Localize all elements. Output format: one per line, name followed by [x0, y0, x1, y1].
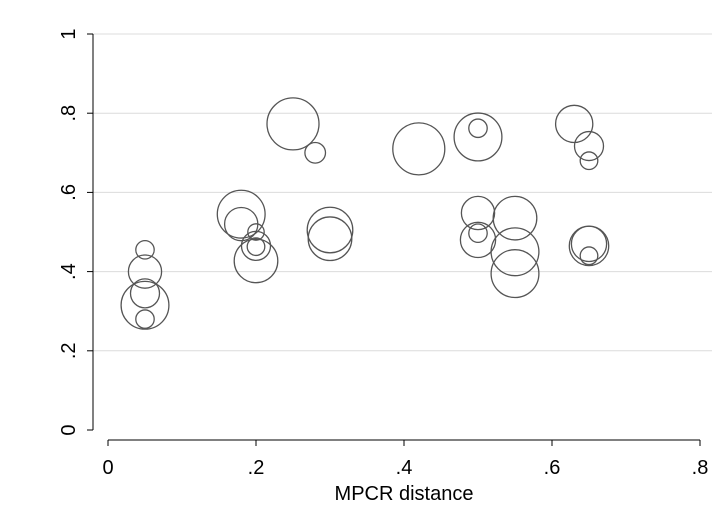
data-point-5: [216, 189, 266, 239]
data-point-8: [240, 230, 272, 262]
data-point-27: [570, 225, 608, 263]
data-point-3: [120, 280, 170, 330]
data-point-0: [135, 239, 155, 260]
data-point-23: [490, 249, 540, 299]
data-point-10: [233, 238, 279, 284]
data-point-7: [247, 223, 265, 241]
y-tick-label-0: 0: [58, 424, 80, 435]
data-point-11: [266, 97, 320, 151]
y-tick-label-4: .8: [58, 105, 80, 122]
y-tick-label-1: .2: [58, 342, 80, 359]
points-layer: [120, 97, 610, 330]
axis-layer: [87, 33, 701, 446]
data-point-25: [573, 130, 605, 162]
y-tick-label-3: .6: [58, 184, 80, 201]
x-axis-title: MPCR distance: [335, 483, 474, 505]
data-point-9: [246, 237, 266, 257]
data-point-16: [468, 118, 488, 139]
data-point-18: [460, 195, 496, 231]
data-point-26: [579, 151, 599, 171]
y-tick-label-2: .4: [58, 263, 80, 280]
data-point-17: [453, 112, 503, 162]
data-point-1: [127, 254, 163, 289]
x-tick-label-0: 0: [102, 457, 113, 479]
data-point-15: [392, 122, 446, 176]
data-point-20: [459, 221, 497, 259]
label-layer: MPCR distance 0 .2 .4 .6 .8 1 0 .2 .4 .6 .8: [58, 28, 708, 505]
x-tick-label-1: .2: [248, 457, 265, 479]
data-point-22: [490, 227, 540, 277]
x-tick-label-4: .8: [692, 457, 709, 479]
data-point-13: [306, 206, 354, 254]
grid-layer: [93, 33, 712, 352]
data-point-28: [568, 225, 610, 267]
y-tick-label-5: 1: [58, 28, 80, 39]
data-point-24: [554, 104, 594, 144]
x-tick-label-3: .6: [544, 457, 561, 479]
data-point-2: [129, 278, 161, 309]
data-point-29: [579, 246, 599, 266]
data-point-4: [135, 309, 155, 329]
data-point-21: [492, 195, 538, 241]
data-point-14: [307, 216, 353, 262]
data-point-19: [468, 223, 488, 244]
data-point-12: [304, 141, 327, 164]
x-tick-label-2: .4: [396, 457, 413, 479]
